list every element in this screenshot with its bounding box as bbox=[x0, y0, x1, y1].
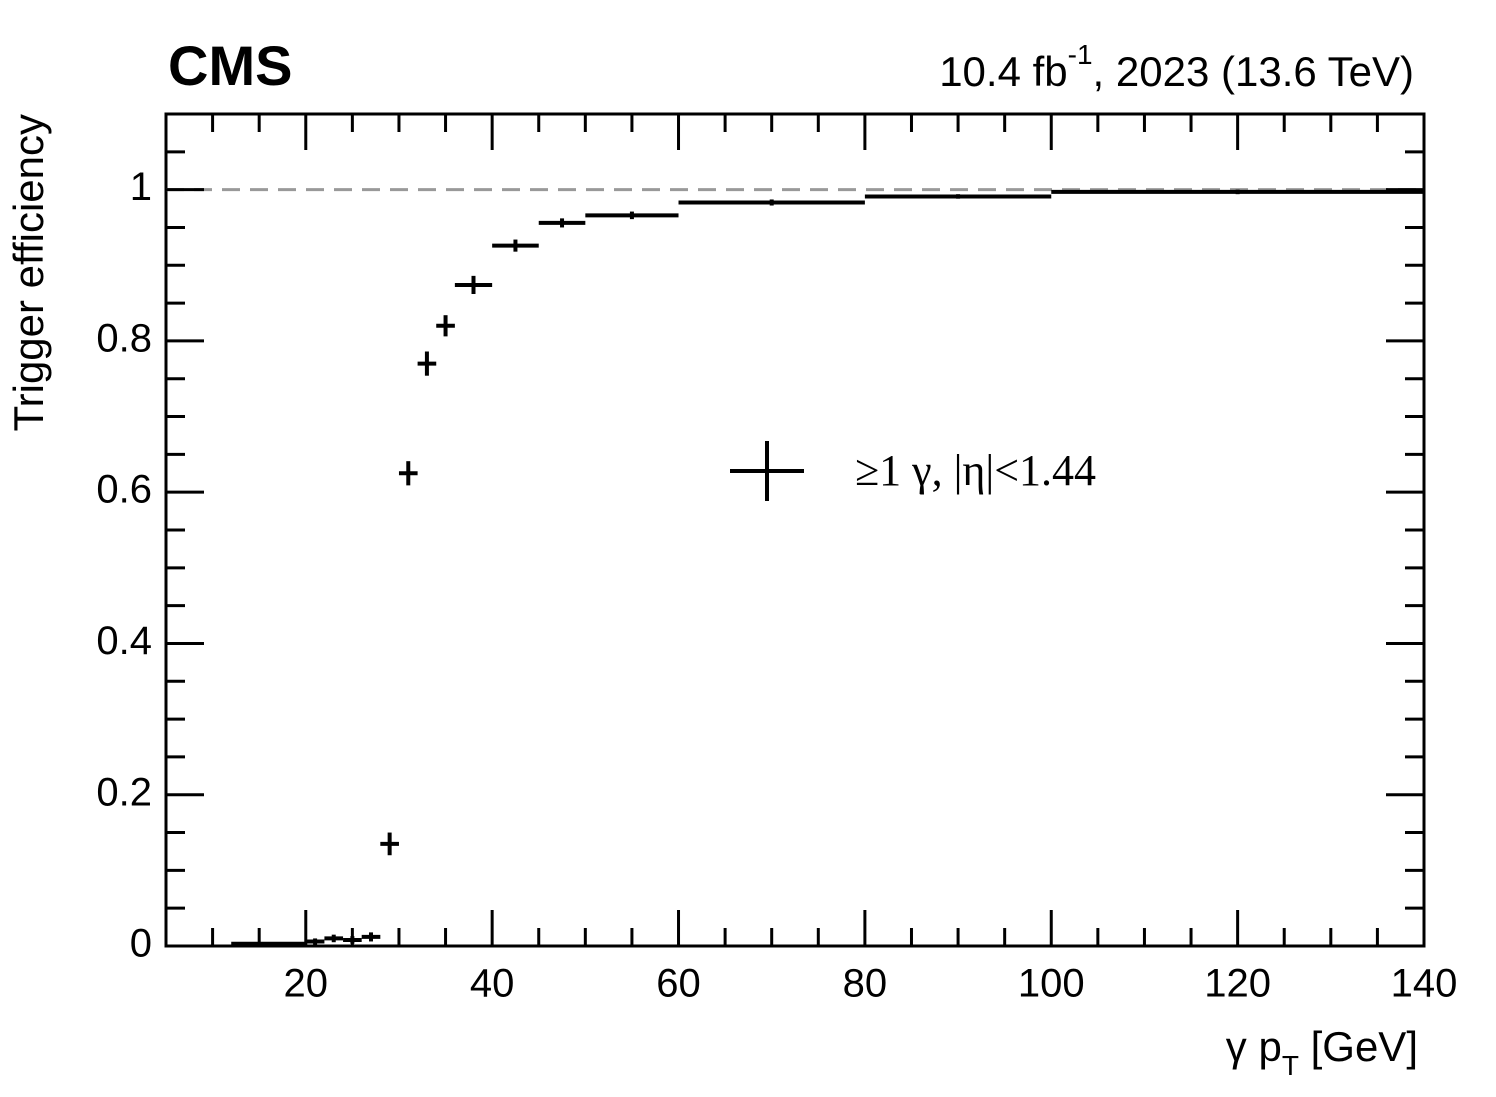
y-tick-label: 0.8 bbox=[96, 316, 152, 360]
experiment-label: CMS bbox=[168, 34, 292, 97]
y-tick-label: 0 bbox=[130, 922, 152, 966]
lumi-rest: , 2023 (13.6 TeV) bbox=[1093, 48, 1414, 95]
y-tick-label: 1 bbox=[130, 165, 152, 209]
plot-frame bbox=[164, 112, 1426, 948]
x-tick-label: 80 bbox=[843, 962, 888, 1006]
x-tick-label: 40 bbox=[470, 962, 515, 1006]
legend-label: ≥1 γ, |η|<1.44 bbox=[855, 446, 1096, 495]
x-tick-label: 20 bbox=[284, 962, 329, 1006]
y-tick-label: 0.2 bbox=[96, 770, 152, 814]
x-label-unit: [GeV] bbox=[1299, 1023, 1418, 1070]
lumi: 10.4 fb bbox=[939, 48, 1067, 95]
y-axis-label: Trigger efficiency bbox=[5, 114, 52, 431]
x-tick-label: 100 bbox=[1018, 962, 1085, 1006]
x-tick-label: 120 bbox=[1204, 962, 1271, 1006]
lumi-exponent: -1 bbox=[1068, 39, 1093, 70]
x-tick-label: 140 bbox=[1391, 962, 1458, 1006]
x-label-subscript: T bbox=[1282, 1050, 1299, 1081]
y-tick-label: 0.6 bbox=[96, 468, 152, 512]
x-label-symbol: γ p bbox=[1226, 1023, 1282, 1070]
lumi-label: 10.4 fb-1, 2023 (13.6 TeV) bbox=[939, 39, 1414, 95]
x-tick-label: 60 bbox=[656, 962, 701, 1006]
y-tick-label: 0.4 bbox=[96, 619, 152, 663]
x-axis-label: γ pT [GeV] bbox=[1226, 1023, 1418, 1081]
